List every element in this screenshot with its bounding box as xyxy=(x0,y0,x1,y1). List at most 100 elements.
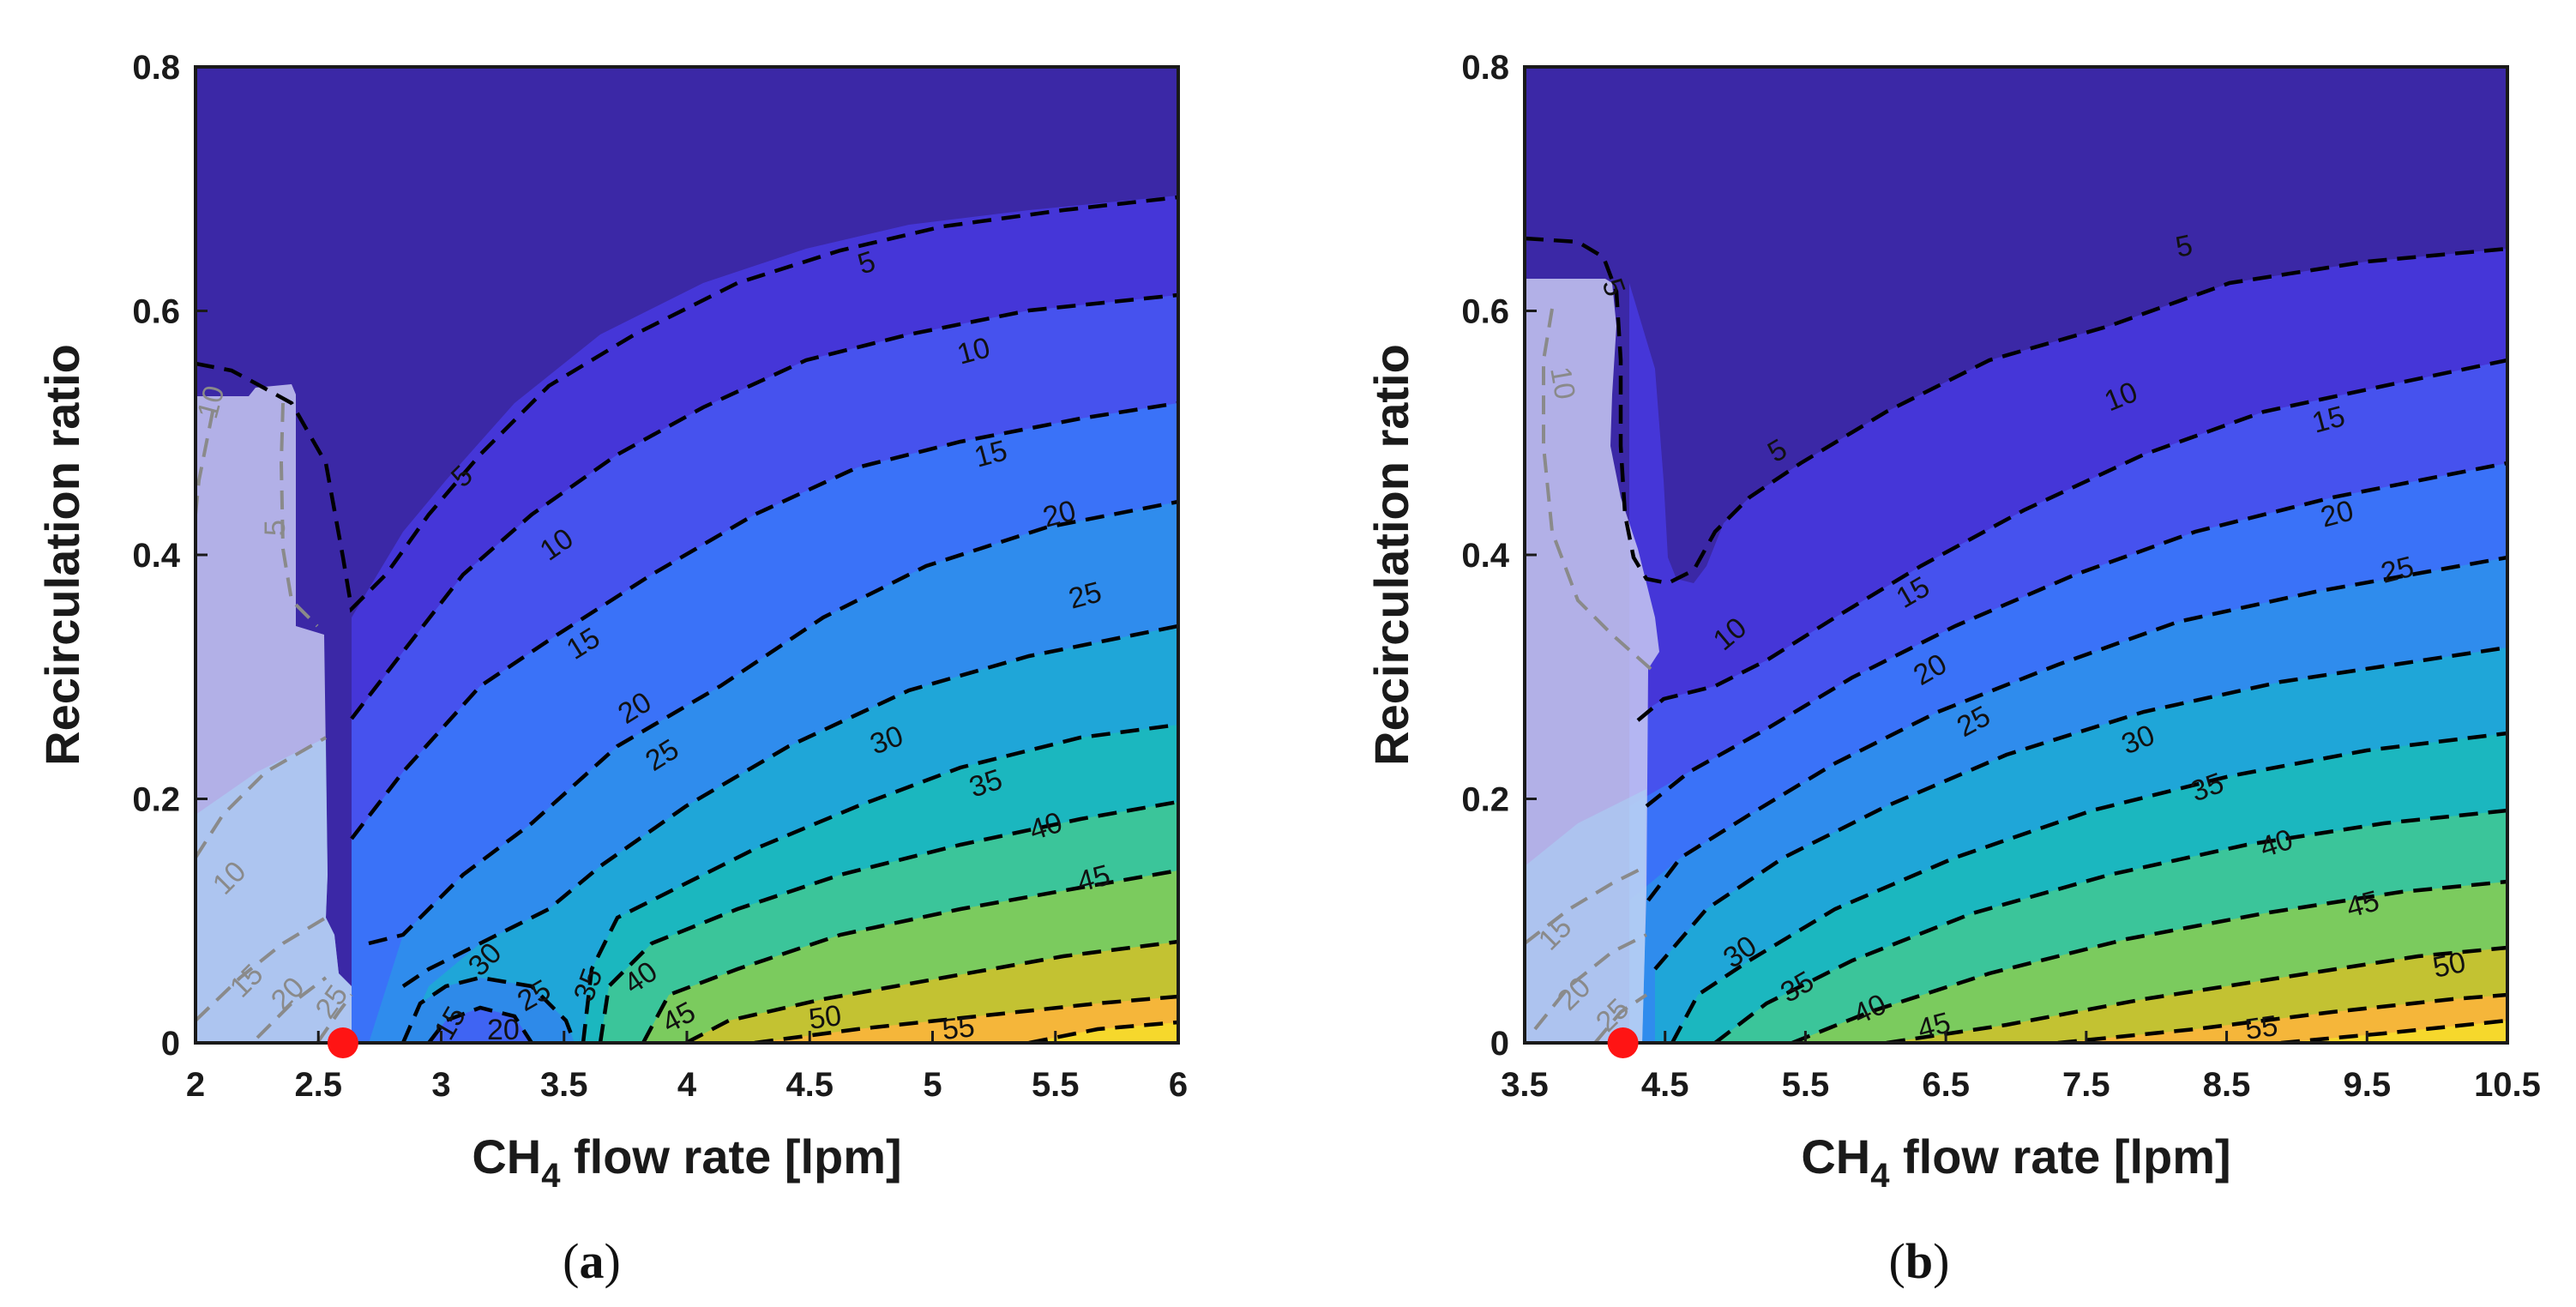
y-tick-label: 0.8 xyxy=(1461,49,1509,87)
x-tick-label: 5.5 xyxy=(1782,1066,1830,1104)
x-tick-label: 9.5 xyxy=(2343,1066,2391,1104)
x-tick-label: 6 xyxy=(1169,1066,1188,1104)
caption-close: ) xyxy=(605,1233,621,1289)
panel-b-contour-fill xyxy=(1525,67,2507,1043)
caption-letter: a xyxy=(580,1233,605,1289)
panel-b-contour-lines xyxy=(1525,236,2507,1043)
contour-label: 50 xyxy=(807,999,844,1036)
contour-label: 25 xyxy=(2378,551,2417,590)
contour-line-45 xyxy=(684,939,1178,1043)
panel-a-contour-lines xyxy=(196,195,1178,1043)
panel-b-x-axis-label: CH4 flow rate [lpm] xyxy=(1801,1129,2230,1195)
y-tick-label: 0.2 xyxy=(132,781,180,819)
infeasible-region-b-lower xyxy=(1525,789,1646,1043)
operating-point-a[interactable] xyxy=(327,1027,358,1058)
panel-b-ticks: 3.5 4.5 5.5 6.5 7.5 8.5 9.5 10.5 0 0.2 0.4 0.6 0.8 xyxy=(1461,49,2541,1104)
x-label-main: CH xyxy=(1801,1129,1870,1184)
y-tick-label: 0.6 xyxy=(132,293,180,331)
grey-line-3 xyxy=(196,736,327,859)
contour-line-10 xyxy=(350,292,1178,720)
grey-line-2 xyxy=(279,402,319,628)
x-tick-label: 4.5 xyxy=(785,1066,834,1104)
contour-line-50 xyxy=(2057,992,2507,1043)
panel-b-grey-lines xyxy=(1525,308,1652,1043)
y-tick-label: 0 xyxy=(1490,1025,1509,1063)
contour-dip-a xyxy=(427,1005,533,1043)
x-tick-label: 10.5 xyxy=(2474,1066,2541,1104)
caption-open: ( xyxy=(563,1233,579,1289)
contour-label: 50 xyxy=(2430,946,2469,985)
x-tick-label: 5 xyxy=(923,1066,942,1104)
y-tick-label: 0.4 xyxy=(132,537,180,575)
fill-band-55 xyxy=(2281,1021,2507,1043)
grey-line-3 xyxy=(1533,933,1647,1031)
contour-line-40 xyxy=(641,868,1178,1043)
grey-contour-label: 10 xyxy=(1544,364,1581,402)
contour-line-20 xyxy=(368,499,1178,946)
panel-a-caption: (a) xyxy=(563,1233,621,1289)
x-label-subscript: 4 xyxy=(541,1157,561,1195)
x-tick-label: 8.5 xyxy=(2203,1066,2251,1104)
x-tick-label: 3.5 xyxy=(1501,1066,1549,1104)
x-tick-label: 3.5 xyxy=(540,1066,588,1104)
contour-line-25 xyxy=(401,623,1178,988)
panel-a: 5 5 10 10 15 15 20 20 25 25 30 30 35 35 … xyxy=(35,49,1188,1289)
y-tick-label: 0 xyxy=(161,1025,180,1063)
panel-a-y-axis-label: Recirculation ratio xyxy=(35,344,89,766)
panel-b-caption: (b) xyxy=(1889,1233,1950,1289)
x-label-main: CH xyxy=(472,1129,541,1184)
operating-point-b[interactable] xyxy=(1607,1027,1639,1058)
x-tick-label: 2 xyxy=(186,1066,205,1104)
y-tick-label: 0.2 xyxy=(1461,781,1509,819)
contour-label: 55 xyxy=(941,1010,977,1046)
x-tick-label: 4.5 xyxy=(1641,1066,1689,1104)
y-tick-label: 0.8 xyxy=(132,49,180,87)
x-label-rest: flow rate [lpm] xyxy=(560,1129,901,1184)
panel-a-ticks: 2 2.5 3 3.5 4 4.5 5 5.5 6 0 0.2 0.4 0.6 0.8 xyxy=(132,49,1188,1104)
x-tick-label: 6.5 xyxy=(1922,1066,1970,1104)
fill-band-50 xyxy=(755,997,1178,1043)
contour-line-40 xyxy=(1791,879,2507,1043)
panel-a-x-axis-label: CH4 flow rate [lpm] xyxy=(472,1129,901,1195)
y-tick-label: 0.4 xyxy=(1461,537,1509,575)
x-tick-label: 3 xyxy=(431,1066,450,1104)
contour-line-10 xyxy=(1636,358,2507,722)
contour-line-50 xyxy=(754,994,1178,1043)
contour-line-15 xyxy=(1645,461,2507,808)
contour-line-15 xyxy=(350,401,1178,840)
x-label-rest: flow rate [lpm] xyxy=(1889,1129,2230,1184)
panel-b-y-axis-label: Recirculation ratio xyxy=(1364,344,1418,766)
x-tick-label: 7.5 xyxy=(2062,1066,2110,1104)
x-label-subscript: 4 xyxy=(1870,1157,1890,1195)
contour-label: 55 xyxy=(2243,1009,2280,1046)
infeasible-region-a-lower xyxy=(196,738,352,1043)
caption-open: ( xyxy=(1889,1233,1905,1289)
contour-line-20 xyxy=(1646,555,2507,902)
x-tick-label: 2.5 xyxy=(294,1066,342,1104)
contour-label: 20 xyxy=(487,1014,520,1046)
panel-b: 5 5 5 10 10 15 15 20 20 25 25 30 30 35 3… xyxy=(1364,49,2541,1289)
contour-line-55 xyxy=(1028,1020,1178,1043)
grey-line-5 xyxy=(256,976,328,1039)
contour-dip-b xyxy=(400,975,577,1043)
caption-close: ) xyxy=(1933,1233,1949,1289)
contour-line-55 xyxy=(2280,1018,2507,1043)
grey-line-6 xyxy=(316,993,353,1043)
contour-line-5 xyxy=(1525,236,2507,586)
contour-line-35 xyxy=(598,799,1178,1043)
contour-line-30 xyxy=(581,722,1178,1043)
caption-letter: b xyxy=(1905,1233,1933,1289)
contour-line-45 xyxy=(1886,945,2507,1043)
grey-line-2 xyxy=(1525,864,1647,945)
y-tick-label: 0.6 xyxy=(1461,293,1509,331)
x-tick-label: 5.5 xyxy=(1032,1066,1080,1104)
grey-contour-label: 5 xyxy=(259,520,292,536)
x-tick-label: 4 xyxy=(677,1066,697,1104)
grey-line-4 xyxy=(196,916,328,1022)
contour-line-35 xyxy=(1713,808,2507,1043)
contour-line-25 xyxy=(1653,645,2507,971)
contour-line-5 xyxy=(196,195,1178,613)
fill-band-55 xyxy=(1029,1022,1178,1043)
grey-line-4 xyxy=(1593,993,1648,1043)
